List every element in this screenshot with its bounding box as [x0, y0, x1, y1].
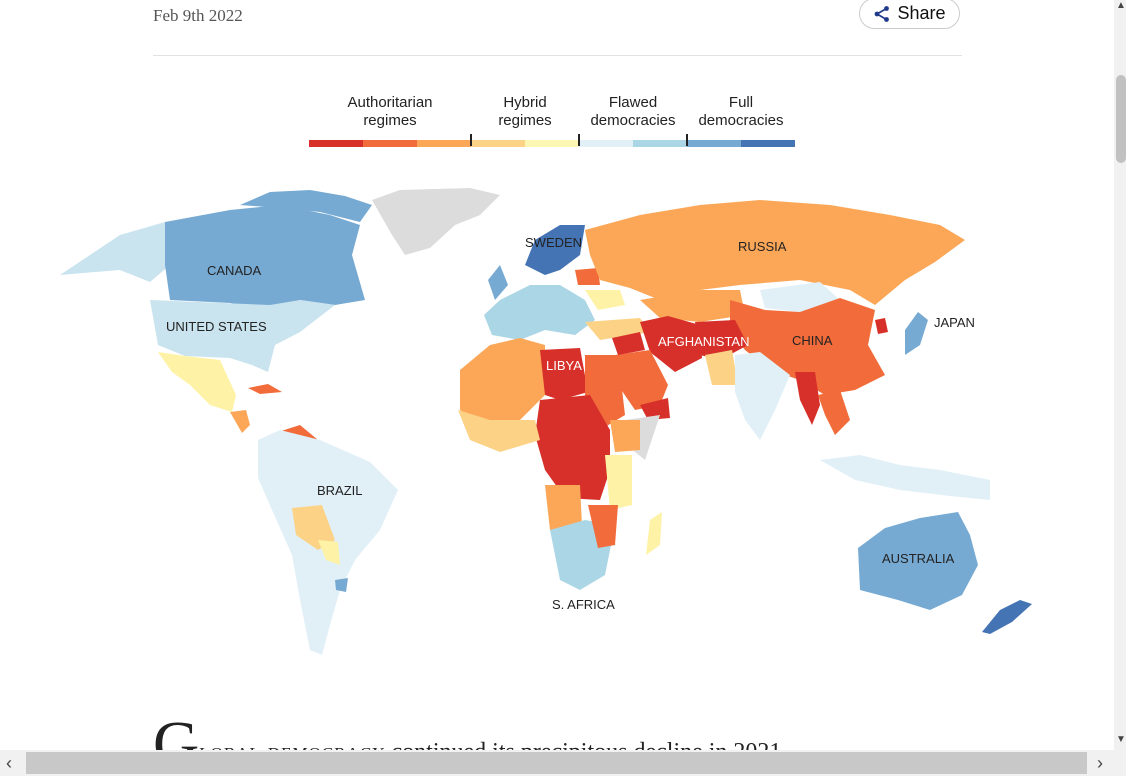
angola — [545, 485, 582, 530]
legend-swatch — [471, 140, 525, 147]
scroll-left-arrow-icon[interactable]: ‹ — [6, 753, 12, 773]
paraguay — [318, 540, 340, 565]
afghanistan — [695, 320, 748, 360]
legend-swatch — [525, 140, 579, 147]
united-states — [150, 300, 335, 372]
cuba — [248, 384, 282, 394]
australia — [858, 512, 978, 610]
legend-label-line: regimes — [498, 112, 552, 129]
india — [735, 352, 790, 440]
legend-divider — [470, 134, 472, 146]
pakistan — [705, 350, 738, 385]
east-africa — [605, 455, 632, 510]
libya — [540, 348, 588, 400]
legend-label-line: democracies — [698, 112, 784, 129]
label-s-africa: S. AFRICA — [552, 597, 615, 612]
scandinavia — [525, 225, 585, 275]
article-date: Feb 9th 2022 — [153, 6, 243, 25]
saudi-arabia — [615, 350, 668, 410]
iraq-syria — [612, 332, 645, 355]
korea — [875, 318, 888, 334]
greenland — [372, 188, 500, 255]
central-america — [230, 410, 250, 433]
legend-group-authoritarian: Authoritarian regimes — [336, 94, 444, 130]
japan — [905, 312, 928, 355]
legend-label-line: democracies — [590, 112, 676, 129]
label-sweden: SWEDEN — [525, 235, 582, 250]
legend-swatch — [633, 140, 687, 147]
china — [730, 298, 885, 395]
central-africa — [535, 395, 610, 500]
legend-label-line: Flawed — [608, 94, 658, 111]
legend-label-line: Hybrid — [503, 94, 547, 111]
legend-swatch — [741, 140, 795, 147]
alaska — [60, 222, 170, 282]
legend-label-line: Full — [728, 94, 754, 111]
legend-label-line: regimes — [363, 112, 417, 129]
uruguay — [335, 578, 348, 592]
label-japan: JAPAN — [934, 315, 975, 330]
canada — [165, 205, 365, 310]
scroll-down-arrow-icon[interactable]: ▼ — [1116, 734, 1126, 745]
democracy-index-world-map: CANADA UNITED STATES SWEDEN RUSSIA JAPAN… — [60, 188, 1032, 655]
west-africa-coast — [458, 410, 540, 452]
legend-divider — [578, 134, 580, 146]
label-china: CHINA — [792, 333, 833, 348]
vertical-scroll-thumb[interactable] — [1116, 75, 1126, 163]
uk — [488, 265, 508, 300]
indonesia — [820, 455, 990, 500]
legend-group-hybrid: Hybrid regimes — [471, 94, 579, 130]
north-africa-west — [460, 338, 545, 425]
mongolia — [760, 282, 840, 312]
bolivia — [292, 505, 335, 550]
new-zealand — [982, 600, 1032, 634]
share-icon — [875, 5, 890, 22]
belarus — [575, 268, 600, 285]
ethiopia — [610, 420, 640, 452]
legend-swatch — [417, 140, 471, 147]
legend-divider — [686, 134, 688, 146]
map-legend: Authoritarian regimes Hybrid regimes Fla… — [309, 94, 795, 150]
legend-swatch — [687, 140, 741, 147]
label-united-states: UNITED STATES — [166, 319, 267, 334]
vertical-scrollbar[interactable] — [1114, 0, 1126, 750]
legend-label-line: Authoritarian — [347, 94, 433, 111]
share-label: Share — [897, 3, 946, 23]
southeast-asia — [818, 390, 850, 435]
mozambique — [588, 505, 618, 548]
russia — [585, 200, 965, 305]
label-brazil: BRAZIL — [317, 483, 363, 498]
header-divider — [153, 55, 962, 56]
kazakhstan — [640, 290, 745, 322]
label-afghanistan: AFGHANISTAN — [658, 334, 750, 349]
legend-group-full: Full democracies — [687, 94, 795, 130]
western-europe — [484, 285, 595, 340]
arctic-islands — [240, 190, 372, 222]
horizontal-scroll-thumb[interactable] — [26, 752, 1087, 774]
label-libya: LIBYA — [546, 358, 582, 373]
madagascar — [646, 512, 662, 555]
eastern-europe — [585, 290, 625, 310]
legend-swatch — [309, 140, 363, 147]
yemen — [640, 398, 670, 420]
legend-swatch — [363, 140, 417, 147]
share-button[interactable]: Share — [859, 0, 960, 29]
label-australia: AUSTRALIA — [882, 551, 955, 566]
legend-swatch — [579, 140, 633, 147]
iran — [640, 316, 702, 372]
label-russia: RUSSIA — [738, 239, 787, 254]
legend-group-flawed: Flawed democracies — [579, 94, 687, 130]
label-canada: CANADA — [207, 263, 262, 278]
myanmar-thailand — [795, 372, 820, 425]
scroll-right-arrow-icon[interactable]: › — [1097, 753, 1103, 773]
scroll-up-arrow-icon[interactable]: ▲ — [1116, 0, 1126, 11]
mexico — [158, 352, 236, 412]
